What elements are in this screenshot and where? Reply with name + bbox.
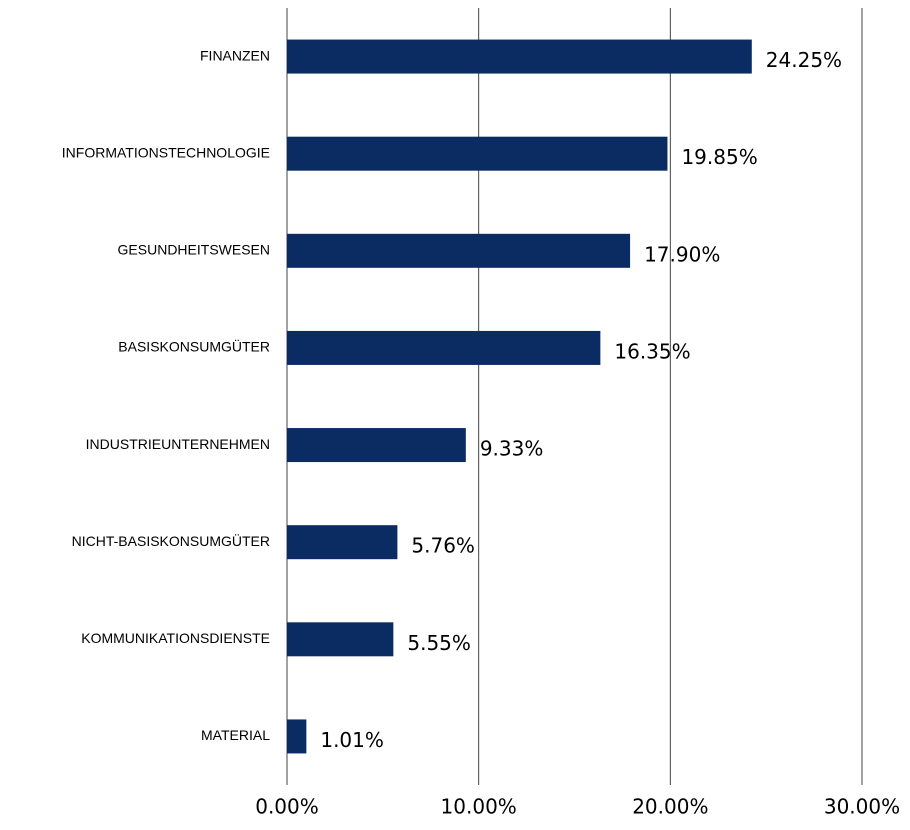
bar [287,39,752,74]
value-label: 1.01% [320,728,384,752]
x-tick-label: 30.00% [824,795,900,819]
bar [287,622,394,657]
bar [287,525,398,560]
value-label: 16.35% [614,339,690,363]
y-tick-label: INFORMATIONSTECHNOLOGIE [62,144,270,160]
y-tick-label: GESUNDHEITSWESEN [118,242,270,258]
value-label: 5.76% [411,534,475,558]
bar [287,428,466,463]
y-tick-label: FINANZEN [200,47,270,63]
y-tick-label: INDUSTRIEUNTERNEHMEN [86,436,270,452]
y-tick-label: NICHT-BASISKONSUMGÜTER [72,532,270,549]
y-tick-label: BASISKONSUMGÜTER [118,338,270,355]
y-tick-label: MATERIAL [201,727,270,743]
value-label: 5.55% [407,631,471,655]
x-tick-label: 20.00% [632,795,708,819]
bar [287,330,601,365]
value-label: 9.33% [480,437,544,461]
bar [287,719,307,754]
bar [287,233,631,268]
value-label: 17.90% [644,242,720,266]
x-tick-label: 10.00% [441,795,517,819]
value-label: 24.25% [766,48,842,72]
bar [287,136,668,171]
y-tick-label: KOMMUNIKATIONSDIENSTE [81,630,270,646]
value-label: 19.85% [681,145,757,169]
x-tick-label: 0.00% [255,795,319,819]
